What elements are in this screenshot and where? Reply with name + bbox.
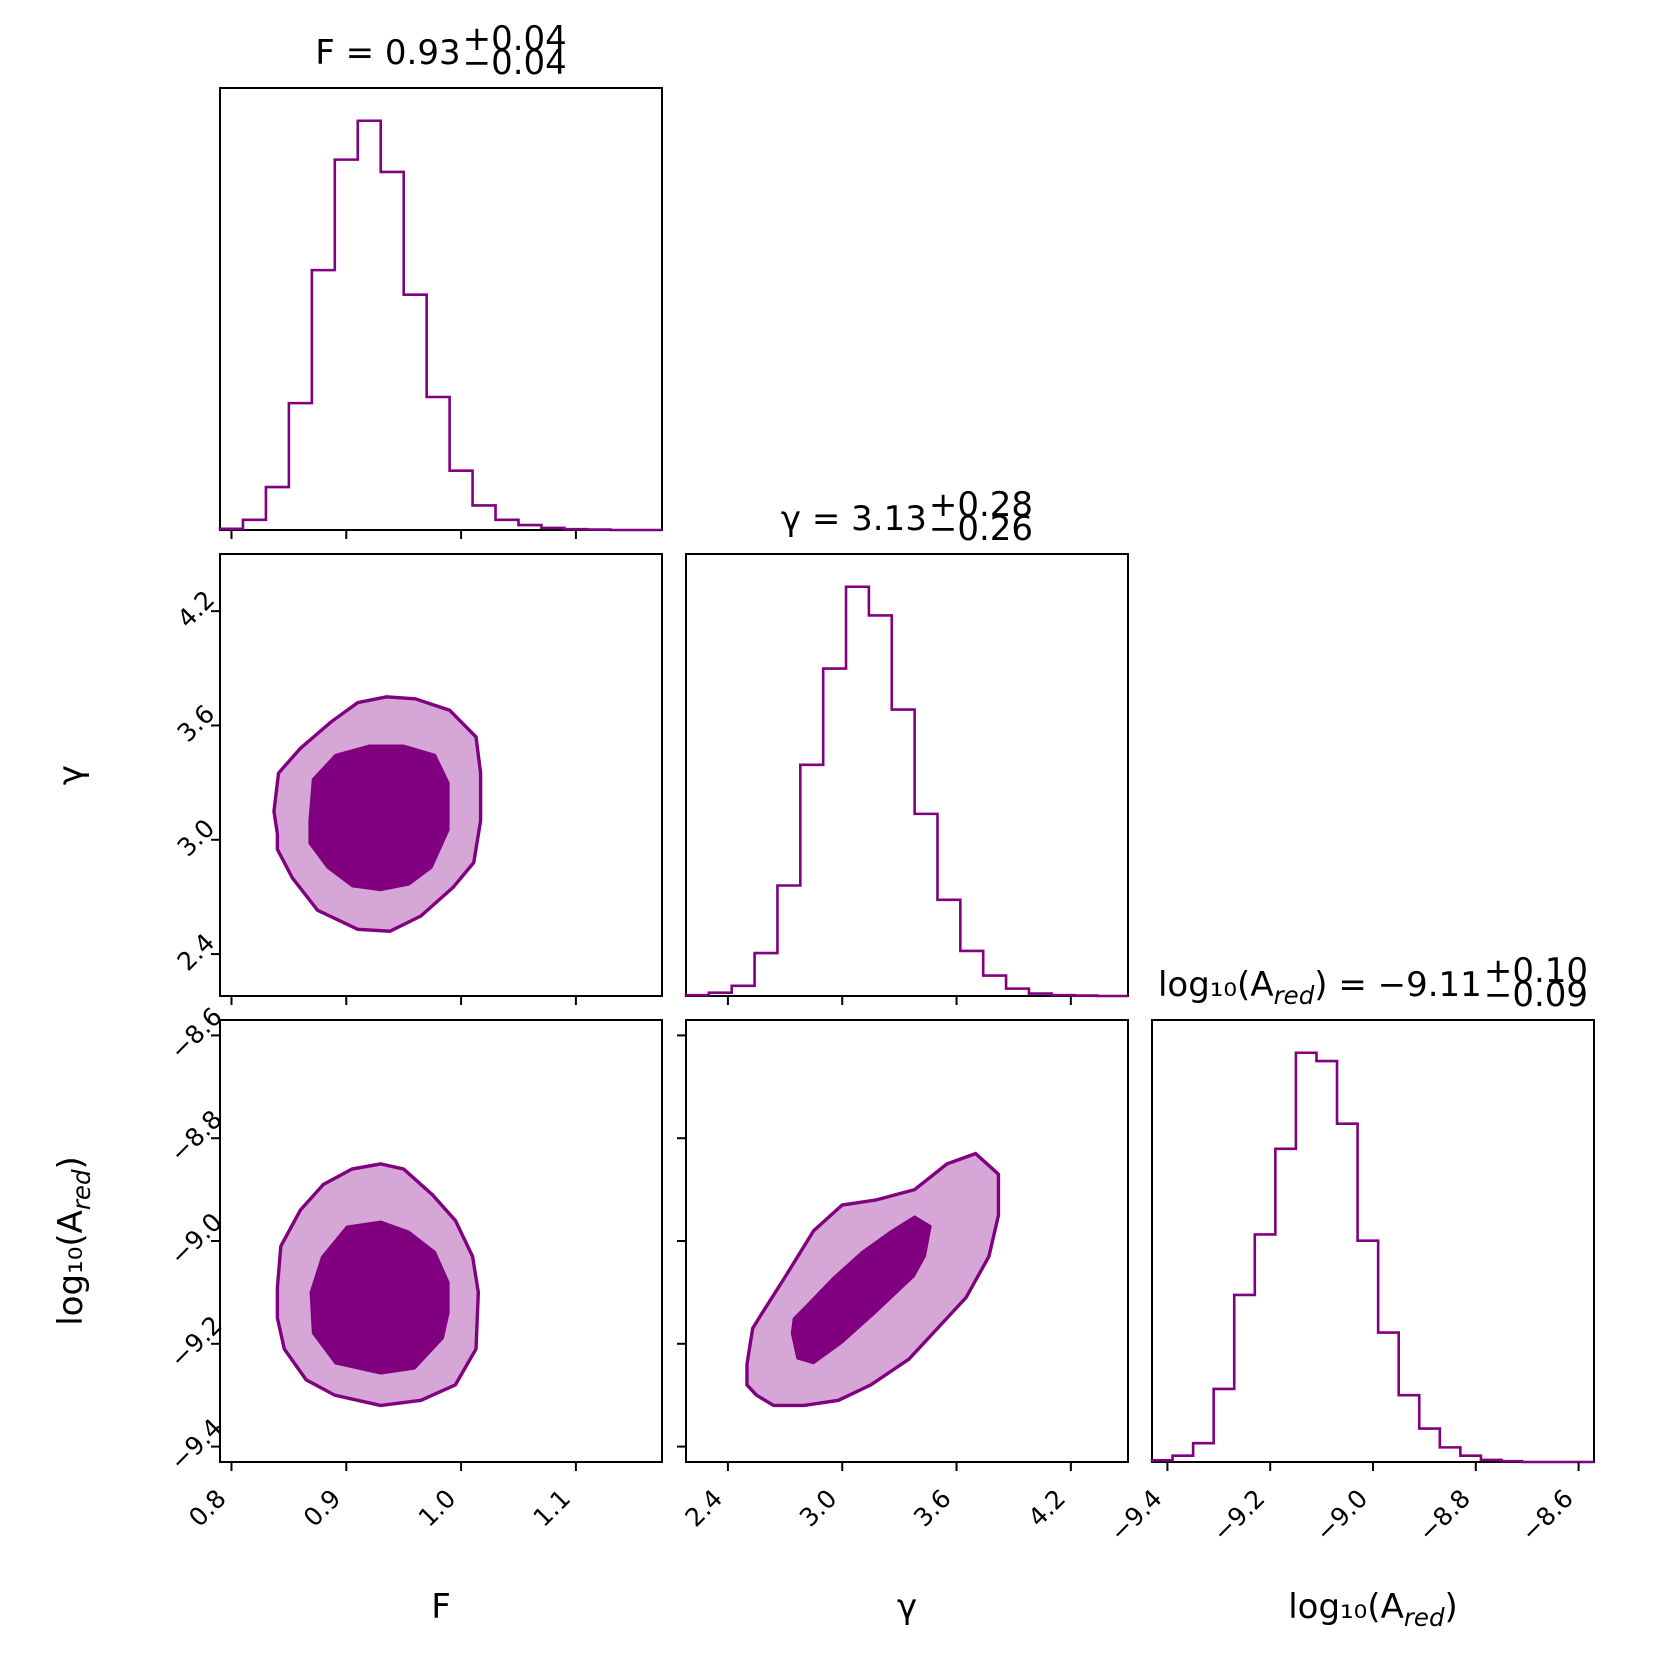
x-tick-label: 1.1 [528,1484,577,1533]
x-axis-label-main: log₁₀(A [1288,1587,1404,1627]
x-axis-label-main: γ [897,1587,917,1627]
x-axis-label-sub: red [1404,1603,1445,1632]
contour-panel-F-gamma: 2.4 3.0 3.6 4.2 [172,553,663,1005]
x-axis-label: γ [897,1587,917,1627]
y-axis-label-main: log₁₀(A [51,1210,91,1326]
x-axis-label: F [431,1587,451,1627]
y-axis-label: log₁₀(Ared) [51,1156,96,1326]
panel-title: log₁₀(Ared) = −9.11 [1158,965,1482,1010]
panel-title: γ = 3.13 [781,499,927,539]
title-plus: +0.10 [1484,951,1588,991]
title-minus: −0.26 [929,509,1033,549]
x-axis-label: log₁₀(Ared) [1288,1587,1458,1632]
x-axis-label-main: F [431,1587,451,1627]
hist-panel-gamma: γ = 3.13 +0.28−0.26 [684,485,1129,1005]
contour-68 [308,744,450,892]
x-tick-label: 0.8 [183,1484,232,1533]
x-tick-label: 3.0 [794,1484,843,1533]
y-tick-label: 3.6 [172,699,221,748]
title-minus: −0.04 [463,43,567,83]
y-axis-label-sub: red [67,1169,96,1210]
hist-frame [219,87,663,531]
title-prefix: log₁₀(A [1158,965,1274,1005]
y-axis-label-suffix: ) [51,1156,91,1169]
panel-title: F = 0.93 [315,33,460,73]
y-tick-label: −8.8 [164,1104,227,1167]
x-tick-label: −8.6 [1515,1484,1578,1547]
contour-panel-F-log10_A_red: 0.8 0.9 1.0 1.1 −9.4 −9.2 −9.0 −8.8 −8.6 [164,1002,663,1533]
x-axis-label-suffix: ) [1445,1587,1458,1627]
title-median: 3.13 [851,499,927,539]
x-tick-label: 2.4 [680,1484,729,1533]
y-tick-label: 4.2 [172,585,221,634]
contour-68 [309,1220,450,1375]
hist-line [218,119,662,532]
hist-panel-log10_A_red: −9.4 −9.2 −9.0 −8.8 −8.6 log₁₀(Ared) = −9.11 +… [1104,951,1595,1547]
hist-panel-F: F = 0.93 +0.04−0.04 [218,19,663,539]
title-prefix: F = [315,33,385,73]
y-axis-label: γ [51,765,91,785]
title-prefix: γ = [781,499,851,539]
y-tick-label: 2.4 [172,928,221,977]
hist-frame [685,553,1129,997]
title-sub: red [1274,981,1315,1010]
x-tick-label: −9.0 [1310,1484,1373,1547]
x-tick-label: 1.0 [413,1484,462,1533]
y-tick-label: −9.2 [164,1310,227,1373]
y-tick-label: 3.0 [172,813,221,862]
title-median: −9.11 [1378,965,1482,1005]
contour-frame [219,553,663,997]
hist-line [684,585,1128,998]
y-axis-label-main: γ [51,765,91,785]
x-tick-label: −9.2 [1207,1484,1270,1547]
title-suffix: ) = [1314,965,1377,1005]
x-tick-label: 3.6 [908,1484,957,1533]
contour-68 [790,1215,932,1365]
title-plus: +0.28 [929,485,1033,525]
x-tick-label: −8.8 [1413,1484,1476,1547]
hist-line [1150,1051,1594,1464]
title-minus: −0.09 [1484,975,1588,1015]
contour-panel-gamma-log10_A_red: 2.4 3.0 3.6 4.2 [677,1019,1129,1533]
y-tick-label: −8.6 [164,1002,227,1065]
x-tick-label: 4.2 [1022,1484,1071,1533]
title-median: 0.93 [385,33,461,73]
x-tick-label: 0.9 [298,1484,347,1533]
x-tick-label: −9.4 [1104,1484,1167,1547]
y-tick-label: −9.4 [164,1413,227,1476]
y-tick-label: −9.0 [164,1207,227,1270]
title-plus: +0.04 [463,19,567,59]
